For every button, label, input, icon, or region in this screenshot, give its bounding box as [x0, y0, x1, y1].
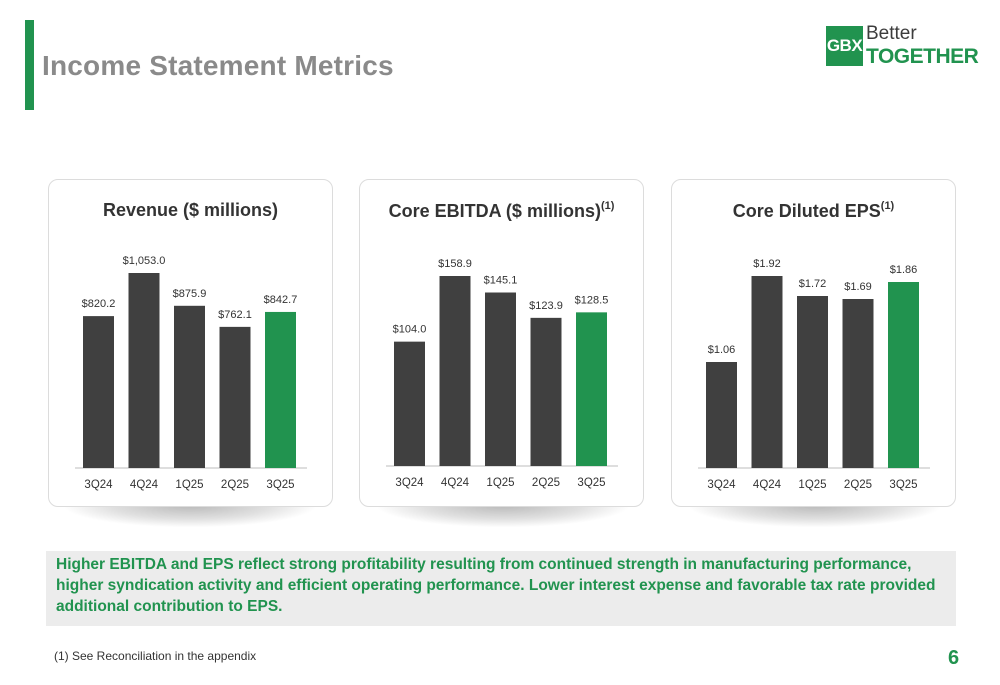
x-tick-label: 2Q25: [221, 479, 249, 491]
data-label: $820.2: [82, 298, 116, 310]
data-label: $123.9: [529, 300, 563, 312]
bar-2q25: [219, 326, 251, 468]
chart-title-footnote-ref: (1): [600, 200, 615, 212]
revenue-bar-chart: $820.2 3Q24 $1,053.0 4Q24 $875.9 1Q25 $762.1 2Q…: [75, 255, 307, 491]
data-label: $104.0: [393, 324, 427, 336]
x-tick-label: 4Q24: [130, 479, 159, 491]
x-tick-label: 1Q25: [175, 479, 203, 491]
chart-title: Revenue ($ millions): [49, 200, 332, 221]
chart-title: Core Diluted EPS(1): [672, 200, 955, 222]
page-number: 6: [948, 647, 960, 669]
bar-1q25: [174, 305, 205, 468]
data-label: $1.69: [844, 281, 872, 293]
data-label: $1.86: [890, 264, 918, 276]
logo-better-text: Better: [866, 23, 917, 44]
data-label: $875.9: [173, 288, 207, 300]
x-tick-label: 1Q25: [798, 479, 826, 491]
card-shadow: [65, 505, 315, 527]
bar-3q25: [265, 311, 296, 468]
bar-2q25: [530, 317, 562, 466]
bar-3q24: [83, 316, 114, 468]
data-label: $1.72: [799, 278, 827, 290]
x-tick-label: 2Q25: [844, 479, 872, 491]
bar-2q25: [842, 299, 874, 468]
ebitda-bar-chart: $104.0 3Q24 $158.9 4Q24 $145.1 1Q25 $123.9 2Q25…: [386, 258, 618, 489]
x-tick-label: 3Q24: [84, 479, 113, 491]
page-title: Income Statement Metrics: [42, 50, 394, 81]
title-accent-bar: [25, 20, 34, 110]
data-label: $145.1: [484, 275, 518, 287]
chart-title-text: Revenue ($ millions): [102, 200, 279, 220]
bar-4q24: [439, 276, 471, 466]
bar-4q24: [751, 276, 783, 468]
bar-3q25: [888, 282, 919, 468]
chart-title-text: Core Diluted EPS: [732, 201, 881, 221]
gbx-logo: GBX Better TOGETHER: [826, 22, 979, 70]
x-tick-label: 4Q24: [441, 477, 470, 489]
eps-chart-card: Core Diluted EPS(1) $1.06 3Q24 $1.92 4Q24 $1…: [671, 179, 956, 507]
x-tick-label: 3Q24: [395, 477, 424, 489]
chart-title-footnote-ref: (1): [880, 200, 895, 212]
x-tick-label: 3Q25: [577, 477, 605, 489]
data-label: $1.92: [753, 258, 781, 270]
x-tick-label: 3Q25: [889, 479, 917, 491]
bar-1q25: [485, 292, 516, 466]
footnote: (1) See Reconciliation in the appendix: [54, 649, 257, 663]
card-shadow: [690, 505, 940, 527]
data-label: $158.9: [438, 258, 472, 270]
data-label: $762.1: [218, 309, 252, 321]
ebitda-chart-card: Core EBITDA ($ millions)(1) $104.0 3Q24 $1…: [359, 179, 644, 507]
chart-title: Core EBITDA ($ millions)(1): [360, 200, 643, 222]
x-tick-label: 3Q25: [266, 479, 294, 491]
bar-3q24: [394, 341, 425, 466]
data-label: $1,053.0: [123, 255, 166, 267]
card-shadow: [378, 505, 628, 527]
x-tick-label: 4Q24: [753, 479, 782, 491]
logo-together-text: TOGETHER: [866, 45, 979, 68]
x-tick-label: 1Q25: [486, 477, 514, 489]
eps-bar-chart: $1.06 3Q24 $1.92 4Q24 $1.72 1Q25 $1.69 2Q25 $1.8…: [698, 258, 930, 491]
bar-4q24: [128, 273, 160, 468]
data-label: $1.06: [708, 344, 736, 356]
data-label: $128.5: [575, 294, 609, 306]
summary-callout: Higher EBITDA and EPS reflect strong pro…: [46, 551, 956, 626]
chart-title-text: Core EBITDA ($ millions): [388, 201, 601, 221]
bar-3q24: [706, 362, 737, 468]
x-tick-label: 2Q25: [532, 477, 560, 489]
x-tick-label: 3Q24: [707, 479, 736, 491]
revenue-chart-card: Revenue ($ millions) $820.2 3Q24 $1,053.0 4…: [48, 179, 333, 507]
logo-mark: GBX: [826, 26, 863, 66]
bar-1q25: [797, 296, 828, 468]
bar-3q25: [576, 312, 607, 466]
data-label: $842.7: [264, 294, 298, 306]
